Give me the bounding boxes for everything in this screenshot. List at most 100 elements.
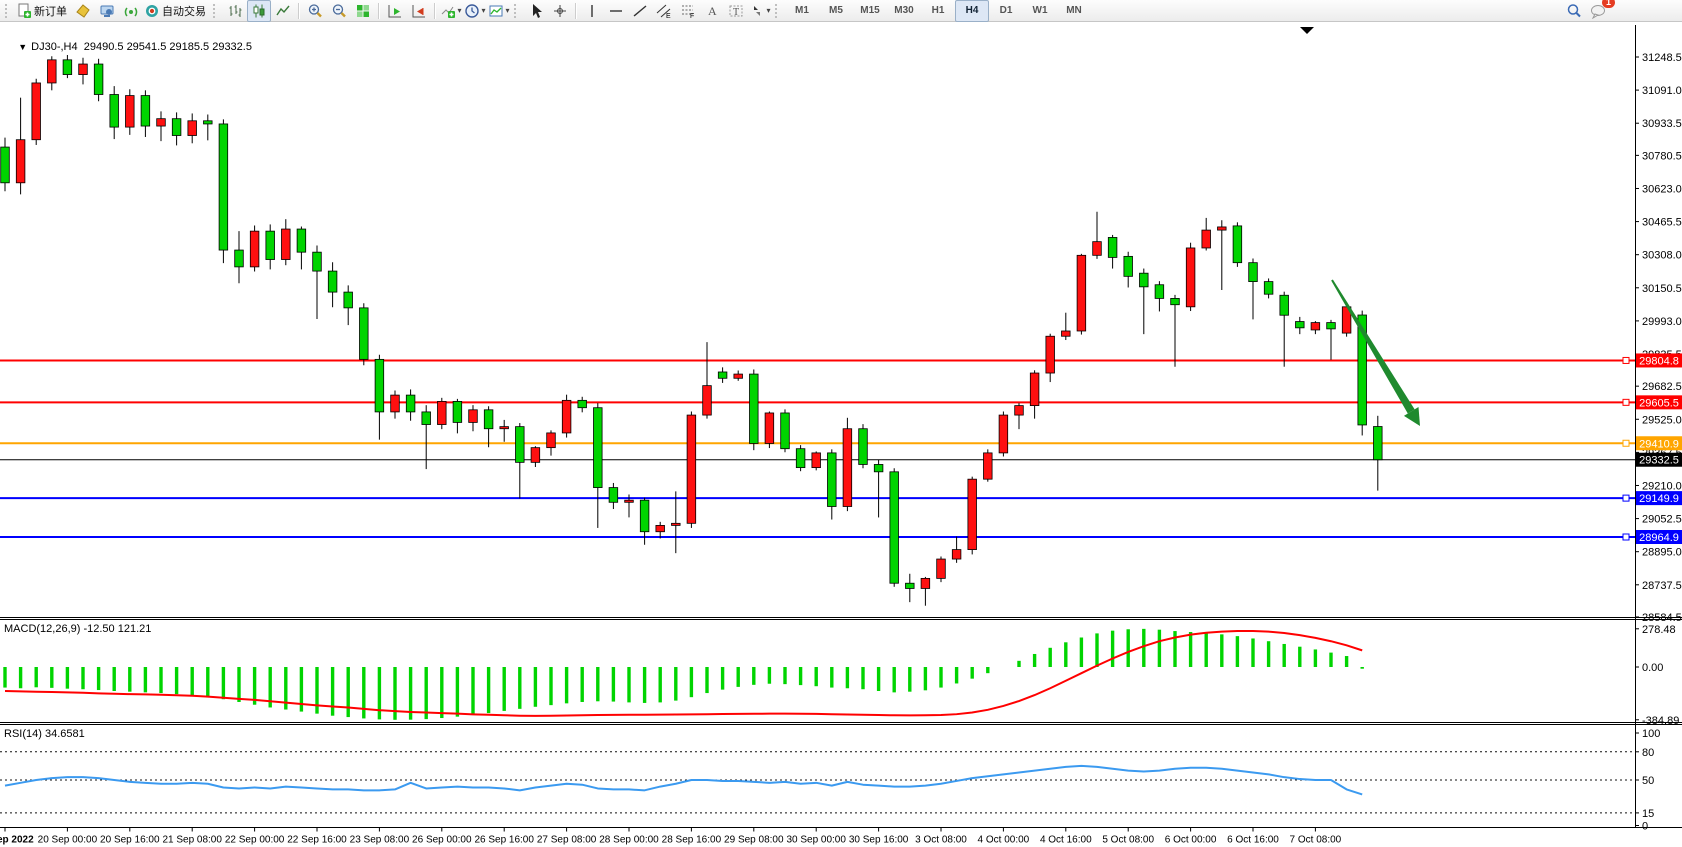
timeframe-m30-button[interactable]: M30 — [894, 5, 914, 16]
price-axis-tick-label: 29682.5 — [1642, 381, 1682, 393]
timeframe-d1-button[interactable]: D1 — [999, 5, 1013, 16]
time-axis-label: 7 Oct 08:00 — [1290, 835, 1342, 846]
timeframe-w1-button[interactable]: W1 — [1032, 5, 1048, 16]
hosting-button[interactable] — [95, 0, 119, 22]
bar-chart-button[interactable] — [223, 0, 247, 22]
bear-candle — [421, 411, 431, 425]
rsi-axis-tick-label: 80 — [1642, 747, 1654, 759]
bear-candle — [515, 426, 525, 463]
svg-text:F: F — [690, 13, 694, 19]
chart-shift-marker[interactable] — [1300, 27, 1314, 34]
text-icon: A — [708, 4, 717, 18]
annotation-arrow-head[interactable] — [1403, 407, 1420, 426]
crosshair-button[interactable] — [548, 0, 572, 22]
tile-windows-button[interactable] — [351, 0, 375, 22]
toolbar-separator — [575, 2, 577, 19]
indicators-button[interactable]: ▾ — [439, 0, 463, 22]
bull-candle — [1029, 372, 1040, 407]
candlestick-chart-button[interactable] — [247, 0, 271, 22]
bull-candle — [125, 95, 135, 128]
time-axis-label: 27 Sep 08:00 — [537, 835, 597, 846]
price-level-badge-text: 28964.9 — [1639, 532, 1679, 544]
time-axis-label: 6 Oct 00:00 — [1165, 835, 1217, 846]
text-label-button[interactable]: T — [724, 0, 748, 22]
timeframe-h1-button[interactable]: H1 — [931, 5, 945, 16]
zoom-in-button[interactable] — [303, 0, 327, 22]
horizontal-line-button[interactable] — [604, 0, 628, 22]
price-axis-tick-label: 29210.0 — [1642, 480, 1682, 492]
bear-candle — [0, 146, 10, 184]
time-axis-label: 22 Sep 00:00 — [225, 835, 285, 846]
chart-shift-button[interactable] — [407, 0, 431, 22]
price-level-badge — [1636, 530, 1682, 544]
timeframe-m1-button[interactable]: M1 — [795, 5, 809, 16]
auto-trading-button[interactable]: 自动交易 — [143, 0, 210, 22]
zoom-out-button[interactable] — [327, 0, 351, 22]
bull-candle — [156, 118, 166, 127]
timeframe-h4-button[interactable]: H4 — [955, 0, 989, 22]
auto-trading-label: 自动交易 — [162, 5, 206, 18]
bull-candle — [764, 412, 775, 444]
macd-axis-tick-label: -384.89 — [1642, 715, 1679, 727]
annotation-arrow-shaft[interactable] — [1331, 279, 1415, 414]
bear-candle — [1295, 321, 1305, 329]
bear-candle — [312, 251, 322, 272]
signal-button[interactable] — [119, 0, 143, 22]
bear-candle — [827, 452, 837, 507]
vertical-line-button[interactable] — [580, 0, 604, 22]
timeframe-mn-button[interactable]: MN — [1066, 5, 1082, 16]
timeframe-m15-button[interactable]: M15 — [860, 5, 880, 16]
price-axis-tick-label: 28737.5 — [1642, 580, 1682, 592]
fibonacci-button[interactable]: F — [676, 0, 700, 22]
crosshair-icon — [554, 4, 566, 17]
price-axis-tick-label: 30933.5 — [1642, 118, 1682, 130]
toolbar-separator — [378, 2, 380, 19]
bear-candle — [93, 63, 104, 95]
chart-title-collapse-icon[interactable]: ▼ — [18, 42, 28, 52]
bear-candle — [1139, 272, 1149, 288]
notifications-button[interactable]: 1 — [1586, 0, 1615, 22]
trendline-button[interactable] — [628, 0, 652, 22]
price-axis-tick-label: 28584.5 — [1642, 612, 1682, 624]
bear-candle — [1154, 284, 1165, 299]
bull-candle — [686, 414, 697, 524]
price-axis-tick-label: 31091.0 — [1642, 85, 1682, 97]
new-order-button[interactable]: 新订单 — [15, 0, 71, 22]
price-axis-tick-label: 30150.5 — [1642, 283, 1682, 295]
signal-icon — [124, 7, 138, 16]
cursor-button[interactable] — [524, 0, 548, 22]
gold-box-button[interactable] — [71, 0, 95, 22]
templates-button[interactable]: ▾ — [487, 0, 511, 22]
price-axis-tick-label: 28895.0 — [1642, 547, 1682, 559]
price-axis-tick-label: 30780.5 — [1642, 150, 1682, 162]
bull-candle — [1201, 229, 1211, 249]
line-chart-button[interactable] — [271, 0, 295, 22]
bull-candle — [249, 230, 260, 268]
bear-candle — [1107, 237, 1118, 258]
periods-button[interactable]: ▾ — [463, 0, 487, 22]
bull-candle — [1014, 405, 1024, 416]
channel-button[interactable]: E — [652, 0, 676, 22]
price-axis-tick-label: 30308.0 — [1642, 250, 1682, 262]
bear-candle — [889, 471, 899, 584]
bull-candle — [702, 385, 712, 416]
auto-scroll-icon — [388, 4, 401, 17]
search-button[interactable] — [1562, 0, 1586, 22]
text-button[interactable]: A — [700, 0, 724, 22]
arrows-button[interactable]: ▾ — [748, 0, 772, 22]
new-order-label: 新订单 — [34, 5, 67, 18]
bull-candle — [499, 426, 509, 430]
bull-candle — [78, 63, 88, 75]
bull-candle — [624, 499, 634, 503]
chart-canvas[interactable]: 31248.5 31091.0 30933.5 30780.5 30623.0 30465… — [0, 22, 1682, 847]
hosting-icon — [100, 5, 114, 17]
svg-text:A: A — [708, 4, 717, 18]
time-axis-label: 5 Oct 08:00 — [1102, 835, 1154, 846]
gold-box-icon — [76, 3, 90, 18]
svg-text:T: T — [733, 7, 739, 18]
bear-candle — [483, 409, 494, 430]
bear-candle — [1279, 294, 1289, 316]
auto-scroll-button[interactable] — [383, 0, 407, 22]
timeframe-m5-button[interactable]: M5 — [829, 5, 843, 16]
bull-candle — [1061, 330, 1071, 337]
